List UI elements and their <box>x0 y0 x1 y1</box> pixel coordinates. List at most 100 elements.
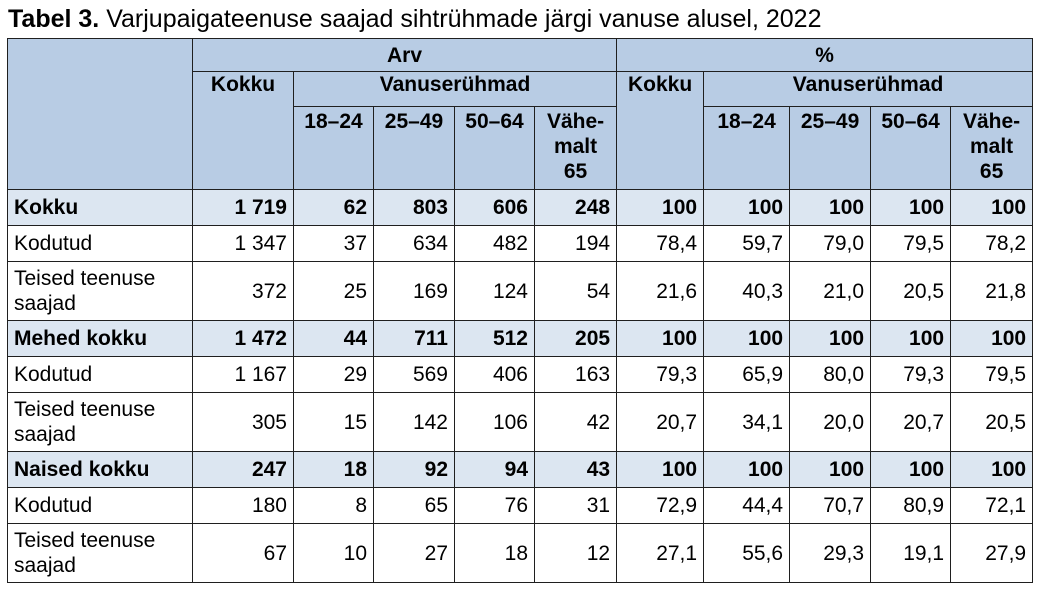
table-cell: 12 <box>533 523 618 583</box>
group-header-count: Arv <box>191 38 618 72</box>
table-cell: 21,0 <box>789 261 872 321</box>
table-cell: 634 <box>373 225 455 262</box>
table-cell: 79,0 <box>789 225 872 262</box>
table-cell: 78,4 <box>616 225 705 262</box>
table-cell: 711 <box>373 320 455 357</box>
table-cell: 79,5 <box>950 356 1034 393</box>
table-cell: 65 <box>373 487 455 524</box>
row-label: Kodutud <box>7 225 193 262</box>
table-cell: 100 <box>870 189 952 226</box>
table-cell: 62 <box>293 189 374 226</box>
table-cell: 1 167 <box>192 356 294 393</box>
table-cell: 31 <box>533 487 618 524</box>
col-header-age-percent-1: 25–49 <box>789 106 872 190</box>
table-cell: 20,0 <box>789 392 872 452</box>
table-title: Tabel 3. Varjupaigateenuse saajad sihtrü… <box>8 4 822 34</box>
table-cell: 569 <box>373 356 455 393</box>
table-cell: 80,9 <box>870 487 952 524</box>
table-cell: 44 <box>293 320 374 357</box>
table-cell: 55,6 <box>703 523 791 583</box>
table-cell: 1 347 <box>192 225 294 262</box>
table-cell: 20,7 <box>870 392 952 452</box>
table-cell: 27,9 <box>950 523 1034 583</box>
table-cell: 100 <box>703 451 791 488</box>
table-cell: 606 <box>454 189 535 226</box>
table-cell: 21,8 <box>950 261 1034 321</box>
table-cell: 124 <box>454 261 535 321</box>
table-cell: 100 <box>616 451 705 488</box>
table-number: Tabel 3. <box>8 5 100 33</box>
row-label: Mehed kokku <box>7 320 193 357</box>
table-cell: 482 <box>454 225 535 262</box>
table-cell: 100 <box>789 189 872 226</box>
table-cell: 25 <box>293 261 374 321</box>
table-caption: Varjupaigateenuse saajad sihtrühmade jär… <box>99 5 822 33</box>
row-label: Teised teenuse saajad <box>7 392 193 452</box>
table-cell: 205 <box>533 320 618 357</box>
table-cell: 100 <box>870 320 952 357</box>
col-header-age-count-3: Vähe-malt 65 <box>533 106 618 190</box>
table-cell: 169 <box>373 261 455 321</box>
col-header-age-count-0: 18–24 <box>293 106 374 190</box>
table-cell: 15 <box>293 392 374 452</box>
table-cell: 76 <box>454 487 535 524</box>
table-cell: 18 <box>293 451 374 488</box>
col-header-age-count-1: 25–49 <box>373 106 455 190</box>
row-label: Naised kokku <box>7 451 193 488</box>
table-cell: 29 <box>293 356 374 393</box>
table-cell: 27 <box>373 523 455 583</box>
table-row: Kodutud 1 347 37 634 482 194 78,4 59,7 79,0 79,5 7… <box>7 225 1034 262</box>
table-cell: 10 <box>293 523 374 583</box>
table-cell: 100 <box>703 320 791 357</box>
table-cell: 247 <box>192 451 294 488</box>
table-cell: 40,3 <box>703 261 791 321</box>
col-header-total-percent: Kokku <box>616 71 705 190</box>
table-cell: 44,4 <box>703 487 791 524</box>
table-cell: 194 <box>533 225 618 262</box>
table-cell: 100 <box>870 451 952 488</box>
col-header-age-percent-0: 18–24 <box>703 106 791 190</box>
table-total-row: Kokku 1 719 62 803 606 248 100 100 100 100 100 <box>7 189 1034 226</box>
table-cell: 20,5 <box>950 392 1034 452</box>
table-cell: 20,7 <box>616 392 705 452</box>
table-cell: 21,6 <box>616 261 705 321</box>
table-cell: 248 <box>533 189 618 226</box>
table-cell: 1 472 <box>192 320 294 357</box>
table-cell: 100 <box>950 451 1034 488</box>
table-cell: 163 <box>533 356 618 393</box>
table-cell: 42 <box>533 392 618 452</box>
row-label: Teised teenuse saajad <box>7 523 193 583</box>
table-cell: 106 <box>454 392 535 452</box>
table-cell: 80,0 <box>789 356 872 393</box>
col-header-age-percent-2: 50–64 <box>870 106 952 190</box>
table-cell: 100 <box>789 320 872 357</box>
col-header-agegroups-percent: Vanuserühmad <box>703 71 1034 107</box>
table-cell: 20,5 <box>870 261 952 321</box>
table-cell: 100 <box>703 189 791 226</box>
col-header-age-percent-3: Vähe-malt 65 <box>950 106 1034 190</box>
table-cell: 79,3 <box>616 356 705 393</box>
table-cell: 803 <box>373 189 455 226</box>
group-header-percent: % <box>616 38 1034 72</box>
table-cell: 72,1 <box>950 487 1034 524</box>
row-label: Kokku <box>7 189 193 226</box>
table-cell: 70,7 <box>789 487 872 524</box>
table-cell: 67 <box>192 523 294 583</box>
table-cell: 79,5 <box>870 225 952 262</box>
table-row: Kodutud 180 8 65 76 31 72,9 44,4 70,7 80,9 72,1 <box>7 487 1034 524</box>
table-cell: 59,7 <box>703 225 791 262</box>
col-header-age-count-2: 50–64 <box>454 106 535 190</box>
table-cell: 180 <box>192 487 294 524</box>
table-row: Teised teenuse saajad 372 25 169 124 54 21,6 40… <box>7 261 1034 321</box>
table-row: Kodutud 1 167 29 569 406 163 79,3 65,9 80,0 79,3 7… <box>7 356 1034 393</box>
table-cell: 29,3 <box>789 523 872 583</box>
table-cell: 27,1 <box>616 523 705 583</box>
row-label: Kodutud <box>7 356 193 393</box>
table-total-row: Naised kokku 247 18 92 94 43 100 100 100 100 100 <box>7 451 1034 488</box>
table-cell: 100 <box>616 189 705 226</box>
table-cell: 37 <box>293 225 374 262</box>
table-cell: 43 <box>533 451 618 488</box>
table-cell: 142 <box>373 392 455 452</box>
table-cell: 512 <box>454 320 535 357</box>
table-cell: 79,3 <box>870 356 952 393</box>
